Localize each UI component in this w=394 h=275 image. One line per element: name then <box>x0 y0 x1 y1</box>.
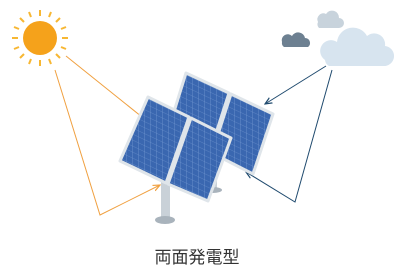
page: 両面発電型 (() => { const data = JSON.parse(d… <box>0 0 394 275</box>
caption: 両面発電型 <box>155 248 240 268</box>
solar-panel <box>120 73 273 224</box>
clouds <box>282 11 394 66</box>
diagram: 両面発電型 <box>0 0 394 275</box>
sun <box>12 10 68 66</box>
